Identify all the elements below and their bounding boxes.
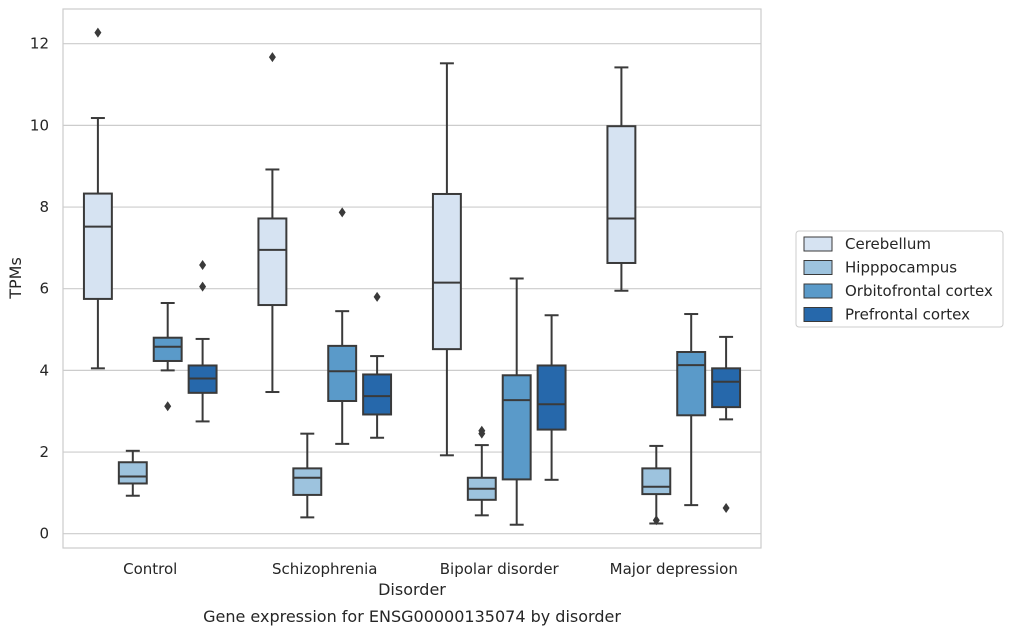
outlier-point [722, 502, 730, 513]
legend-swatch [803, 236, 833, 252]
outlier-point [478, 425, 486, 436]
box-orbitofrontal-cortex [501, 277, 532, 526]
box-iqr [292, 467, 323, 496]
legend-swatch [803, 283, 833, 299]
box-iqr [606, 125, 637, 264]
outlier-point [199, 281, 207, 292]
outlier-point [652, 515, 660, 526]
outlier-point [94, 27, 102, 38]
box-hipppocampus [466, 425, 497, 517]
box-iqr [327, 344, 358, 402]
x-axis-ticks: Control Schizophrenia Bipolar disorder Majo… [123, 560, 738, 578]
x-axis-label: Disorder [378, 580, 446, 599]
y-axis-label: TPMs [6, 257, 25, 300]
box-cerebellum [82, 27, 113, 370]
legend: Cerebellum Hipppocampus Orbitofrontal cort… [795, 230, 1004, 328]
x-tick-label: Schizophrenia [272, 560, 377, 578]
y-tick-label: 10 [30, 116, 49, 134]
box-orbitofrontal-cortex [152, 302, 183, 412]
box-hipppocampus [641, 444, 672, 526]
legend-label: Orbitofrontal cortex [845, 282, 993, 300]
box-iqr [362, 373, 393, 416]
box-prefrontal-cortex [536, 314, 567, 481]
box-iqr [711, 367, 742, 409]
box-iqr [501, 374, 532, 481]
y-tick-label: 4 [39, 361, 49, 379]
box-cerebellum [606, 66, 637, 292]
box-orbitofrontal-cortex [327, 207, 358, 445]
legend-swatch [803, 307, 833, 322]
box-iqr [431, 192, 462, 351]
x-tick-label: Bipolar disorder [440, 560, 560, 578]
boxes [82, 27, 742, 526]
box-cerebellum [257, 52, 288, 394]
plot-area-frame [62, 8, 762, 549]
y-tick-label: 8 [39, 198, 49, 216]
outlier-point [199, 260, 207, 271]
outlier-point [268, 52, 276, 63]
y-tick-label: 12 [30, 35, 49, 53]
legend-label: Prefrontal cortex [845, 306, 970, 324]
box-iqr [152, 336, 183, 362]
box-prefrontal-cortex [711, 335, 742, 513]
chart-caption: Gene expression for ENSG00000135074 by d… [203, 607, 621, 626]
box-prefrontal-cortex [362, 291, 393, 439]
y-tick-label: 0 [39, 525, 49, 543]
legend-label: Cerebellum [845, 235, 931, 253]
box-iqr [676, 351, 707, 417]
box-iqr [117, 461, 148, 485]
legend-swatch [803, 260, 833, 275]
x-tick-label: Control [123, 560, 177, 578]
box-cerebellum [431, 62, 462, 457]
box-iqr [257, 217, 288, 307]
gridlines [63, 43, 761, 535]
box-hipppocampus [117, 449, 148, 497]
legend-label: Hipppocampus [845, 259, 957, 277]
outlier-point [338, 207, 346, 218]
box-orbitofrontal-cortex [676, 313, 707, 507]
y-tick-label: 2 [39, 443, 49, 461]
legend-frame [795, 230, 1004, 328]
box-iqr [536, 364, 567, 431]
y-axis-ticks: 0 2 4 6 8 10 12 [30, 35, 49, 543]
box-hipppocampus [292, 432, 323, 519]
outlier-point [373, 291, 381, 302]
box-iqr [641, 467, 672, 496]
box-prefrontal-cortex [187, 260, 218, 423]
outlier-point [164, 401, 172, 412]
x-tick-label: Major depression [610, 560, 738, 578]
y-tick-label: 6 [39, 280, 49, 298]
box-iqr [82, 192, 113, 300]
